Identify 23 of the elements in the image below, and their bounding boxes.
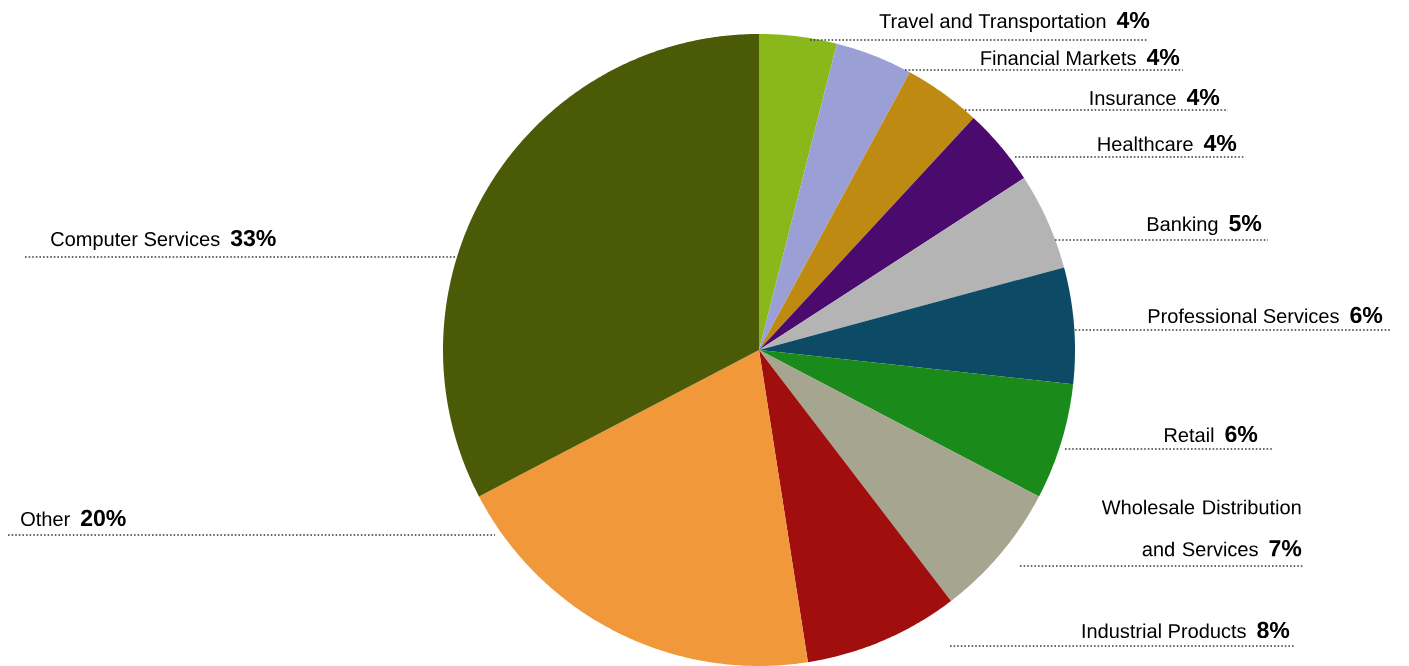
data-label: 4% [1146,48,1180,66]
slice-label: Insurance [1090,91,1176,106]
category-label: Wholesale Distribution [1101,499,1301,515]
slice-label: Other [21,511,70,527]
slice-label: Retail [1165,427,1214,443]
slice-label: Professional Services [1148,308,1339,324]
slice-label: Travel and Transportation [879,13,1106,33]
category-label: and Services [1142,541,1258,557]
slice-label: Healthcare [1098,136,1193,152]
data-label: 5% [1229,214,1262,232]
slice-label: Computer Services [51,231,220,251]
data-label: 4% [1203,134,1237,152]
data-label: 6% [1350,306,1383,324]
data-label: 8% [1257,621,1290,639]
slice-label: Banking [1147,216,1218,236]
data-label: 20% [81,509,126,527]
slice-label: Industrial Products [1082,623,1246,639]
data-label: 4% [1116,11,1150,29]
data-label: 33% [230,229,276,247]
slice-label: Financial Markets [981,50,1136,66]
data-label: 4% [1186,88,1220,106]
data-label: 7% [1269,540,1302,557]
data-label: 6% [1225,425,1258,443]
